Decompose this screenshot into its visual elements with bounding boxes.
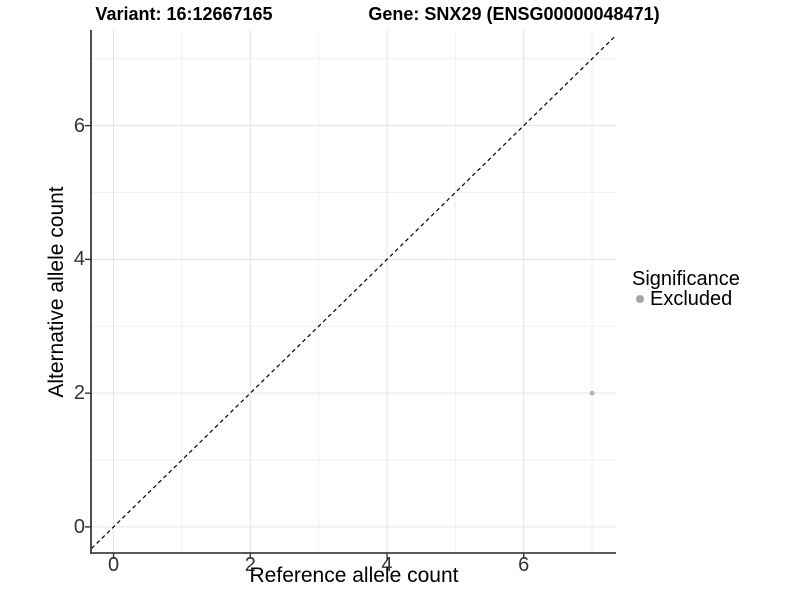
legend-entry: Excluded (632, 289, 740, 309)
data-point (589, 390, 595, 396)
y-tick-label: 6 (73, 114, 85, 137)
identity-line (91, 34, 616, 550)
variant-title: Variant: 16:12667165 (95, 4, 273, 24)
legend: Significance Excluded (632, 269, 740, 309)
y-axis-title: Alternative allele count (45, 186, 68, 398)
y-tick-label: 0 (73, 515, 85, 538)
x-tick-label: 0 (107, 554, 120, 576)
gene-title: Gene: SNX29 (ENSG00000048471) (368, 4, 660, 24)
legend-key-dot (636, 295, 644, 303)
x-tick-label: 6 (518, 554, 530, 576)
x-tick-label: 2 (244, 554, 256, 576)
y-tick-label: 4 (73, 248, 85, 271)
x-tick-label: 4 (381, 554, 393, 576)
y-tick-label: 2 (73, 382, 85, 405)
legend-title: Significance (632, 268, 740, 290)
legend-entry-label: Excluded (650, 288, 733, 310)
x-axis-title: Reference allele count (249, 564, 459, 587)
